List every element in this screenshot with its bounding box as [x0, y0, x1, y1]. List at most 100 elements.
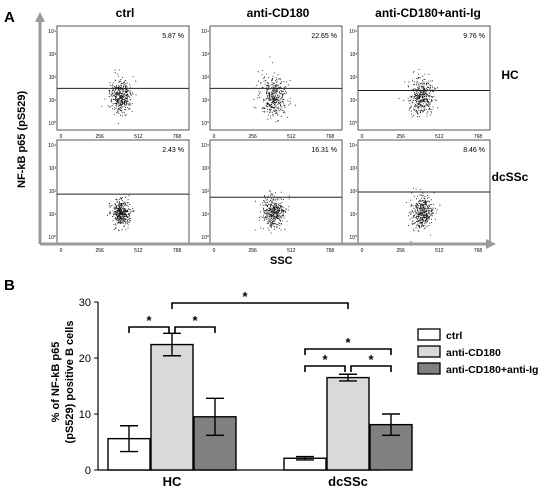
flow-y-tick: 10⁴: [48, 143, 56, 149]
flow-y-tick: 10¹: [350, 98, 358, 104]
gate-percentage: 16.31 %: [311, 147, 337, 154]
flow-plot-frame: [209, 139, 343, 245]
flow-x-tick: 768: [474, 248, 483, 254]
flow-y-tick: 10⁰: [201, 121, 209, 127]
flow-x-tick: 256: [95, 134, 104, 140]
flow-x-tick: 0: [60, 134, 63, 140]
legend-swatch: [417, 362, 441, 375]
flow-dots: [398, 69, 439, 118]
flow-x-tick: 0: [361, 248, 364, 254]
flow-y-tick: 10¹: [350, 212, 358, 218]
chart-legend: ctrl anti-CD180 anti-CD180+anti-Ig: [417, 328, 538, 376]
flow-x-tick: 512: [435, 134, 444, 140]
flow-x-tick: 768: [326, 248, 335, 254]
flow-dots: [406, 187, 441, 243]
flow-x-tick: 768: [173, 248, 182, 254]
chart-y-label-line2: (pS529) positive B cells: [64, 321, 76, 444]
flow-y-tick: 10³: [202, 52, 210, 58]
flow-y-tick: 10¹: [202, 212, 210, 218]
significance-star: *: [322, 352, 328, 367]
flow-x-tick: 256: [396, 248, 405, 254]
flow-plot: 10⁰ 10¹ 10² 10³ 10⁴ 0 256 512 768 9.76 %: [349, 25, 491, 140]
significance-star: *: [368, 352, 374, 367]
legend-swatch: [417, 328, 441, 341]
flow-y-tick: 10³: [350, 52, 358, 58]
chart-y-tick-label: 10: [79, 409, 91, 421]
flow-dots: [253, 56, 296, 123]
flow-y-tick: 10²: [350, 189, 358, 195]
flow-x-tick: 0: [213, 134, 216, 140]
column-header: anti-CD180: [247, 6, 310, 20]
legend-label: anti-CD180+anti-Ig: [446, 364, 538, 376]
gate-percentage: 9.76 %: [463, 33, 485, 40]
flow-y-tick: 10⁴: [201, 143, 209, 149]
flow-y-tick: 10⁰: [201, 235, 209, 241]
legend-label: ctrl: [446, 330, 462, 342]
flow-x-tick: 256: [248, 134, 257, 140]
flow-dots: [101, 69, 137, 124]
flow-dots: [107, 195, 135, 232]
flow-y-tick: 10¹: [49, 212, 57, 218]
panel-b-label: B: [4, 277, 15, 294]
gate-percentage: 22.65 %: [311, 33, 337, 40]
flow-x-tick: 512: [435, 248, 444, 254]
flow-y-tick: 10⁴: [349, 29, 357, 35]
flow-plot: 10⁰ 10¹ 10² 10³ 10⁴ 0 256 512 768 16.31 %: [201, 139, 343, 254]
flow-x-tick: 512: [287, 134, 296, 140]
panel-a-label: A: [4, 9, 15, 26]
bar: [150, 343, 194, 471]
chart-y-label-line1: % of NF-kB p65: [50, 342, 62, 423]
row-label: dcSSc: [492, 170, 529, 184]
legend-label: anti-CD180: [446, 347, 501, 359]
significance-star: *: [345, 335, 351, 350]
flow-x-tick: 768: [474, 134, 483, 140]
flow-plot: 10⁰ 10¹ 10² 10³ 10⁴ 0 256 512 768 8.46 %: [349, 139, 491, 254]
significance-bracket: *: [350, 352, 392, 372]
flow-y-tick: 10⁴: [48, 29, 56, 35]
flow-y-tick: 10⁰: [48, 121, 56, 127]
flow-x-tick: 512: [287, 248, 296, 254]
flow-dots: [254, 190, 290, 234]
bar-chart: 0 10 20 30 HC dcSSc * * * * * *: [79, 289, 413, 489]
row-label: HC: [501, 68, 519, 82]
significance-star: *: [146, 313, 152, 328]
flow-y-tick: 10³: [49, 52, 57, 58]
flow-x-tick: 512: [134, 134, 143, 140]
flow-plot: 10⁰ 10¹ 10² 10³ 10⁴ 0 256 512 768 22.65 %: [201, 25, 343, 140]
flow-y-tick: 10³: [350, 166, 358, 172]
flow-y-tick: 10²: [202, 189, 210, 195]
bar: [326, 376, 370, 471]
chart-y-tick-label: 20: [79, 353, 91, 365]
flow-x-tick: 0: [213, 248, 216, 254]
flow-x-tick: 0: [361, 134, 364, 140]
flow-y-tick: 10¹: [202, 98, 210, 104]
flow-plot-frame: [357, 25, 491, 131]
flow-y-tick: 10⁴: [349, 143, 357, 149]
flow-plot-frame: [56, 25, 190, 131]
column-header: ctrl: [116, 6, 135, 20]
column-header: anti-CD180+anti-Ig: [375, 6, 481, 20]
panel-a-x-axis-label: SSC: [270, 255, 293, 267]
significance-star: *: [242, 289, 248, 304]
chart-category-label: dcSSc: [328, 474, 368, 489]
significance-star: *: [192, 313, 198, 328]
flow-x-tick: 768: [173, 134, 182, 140]
flow-y-tick: 10²: [202, 75, 210, 81]
flow-y-tick: 10⁰: [48, 235, 56, 241]
flow-x-tick: 256: [95, 248, 104, 254]
flow-y-tick: 10³: [202, 166, 210, 172]
flow-plot: 10⁰ 10¹ 10² 10³ 10⁴ 0 256 512 768 2.43 %: [48, 139, 190, 254]
flow-plot-frame: [56, 139, 190, 245]
significance-bracket: *: [304, 352, 346, 372]
chart-category-label: HC: [163, 474, 182, 489]
flow-y-tick: 10²: [350, 75, 358, 81]
flow-y-tick: 10⁰: [349, 235, 357, 241]
panel-a-y-axis-label: NF-kB p65 (pS529): [16, 90, 28, 188]
flow-x-tick: 256: [396, 134, 405, 140]
flow-y-tick: 10⁰: [349, 121, 357, 127]
flow-y-tick: 10²: [49, 75, 57, 81]
flow-y-tick: 10³: [49, 166, 57, 172]
flow-y-tick: 10¹: [49, 98, 57, 104]
gate-percentage: 5.87 %: [162, 33, 184, 40]
